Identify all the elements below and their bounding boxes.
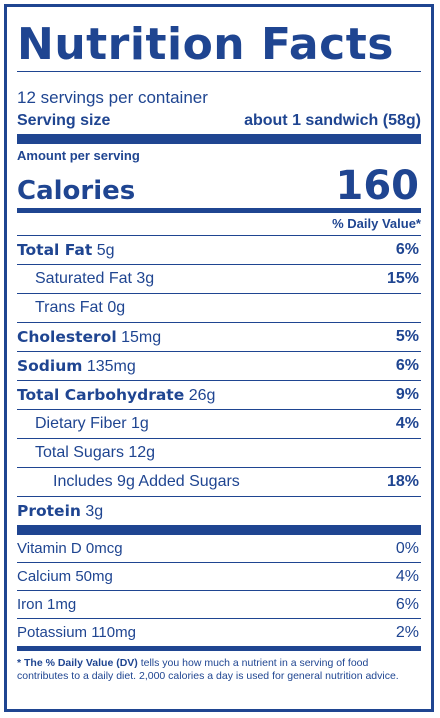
vitamin-name: Iron 1mg bbox=[17, 596, 77, 613]
nutrient-name: Total Carbohydrate bbox=[17, 385, 185, 404]
nutrient-name: Sodium bbox=[17, 356, 83, 375]
nutrient-name: Includes 9g Added Sugars bbox=[53, 473, 240, 490]
nutrient-dv: 5% bbox=[395, 328, 419, 345]
vitamin-name: Calcium 50mg bbox=[17, 568, 113, 585]
nutrient-name: Dietary Fiber 1g bbox=[35, 415, 149, 432]
nutrient-row-saturated-fat: Saturated Fat 3g 15% bbox=[17, 264, 421, 293]
servings-per-container: 12 servings per container bbox=[17, 88, 208, 107]
vitamin-dv: 2% bbox=[395, 623, 419, 641]
nutrient-dv: 18% bbox=[386, 473, 419, 490]
nutrient-dv: 6% bbox=[395, 241, 419, 258]
daily-value-header: % Daily Value* bbox=[332, 216, 421, 231]
nutrient-amount: 26g bbox=[188, 386, 216, 404]
vitamin-name: Potassium 110mg bbox=[17, 624, 136, 641]
nutrient-amount: 5g bbox=[96, 241, 115, 259]
vitamin-name: Vitamin D 0mcg bbox=[17, 540, 123, 557]
nutrient-row-total-carbohydrate: Total Carbohydrate 26g 9% bbox=[17, 380, 421, 409]
footnote: * The % Daily Value (DV) tells you how m… bbox=[17, 657, 421, 683]
vitamin-dv: 6% bbox=[395, 595, 419, 613]
nutrient-name: Total Fat bbox=[17, 240, 93, 259]
nutrient-amount: 3g bbox=[85, 502, 104, 520]
vitamin-row-calcium: Calcium 50mg 4% bbox=[17, 562, 421, 590]
divider bbox=[17, 71, 421, 72]
vitamin-dv: 4% bbox=[395, 567, 419, 585]
nutrition-facts-label: Nutrition Facts 12 servings per containe… bbox=[4, 4, 434, 712]
serving-size-value: about 1 sandwich (58g) bbox=[244, 112, 421, 129]
vitamin-row-potassium: Potassium 110mg 2% bbox=[17, 618, 421, 646]
nutrient-dv: 4% bbox=[395, 415, 419, 432]
nutrient-name: Trans Fat 0g bbox=[35, 299, 126, 316]
nutrient-row-trans-fat: Trans Fat 0g bbox=[17, 293, 421, 322]
amount-per-serving: Amount per serving bbox=[17, 148, 140, 163]
calories-row: Calories 160 bbox=[17, 164, 421, 208]
thick-divider bbox=[17, 525, 421, 535]
vitamin-row-iron: Iron 1mg 6% bbox=[17, 590, 421, 618]
nutrient-row-added-sugars: Includes 9g Added Sugars 18% bbox=[17, 467, 421, 496]
nutrient-row-protein: Protein 3g bbox=[17, 496, 421, 525]
nutrient-amount: 135mg bbox=[86, 357, 136, 375]
vitamin-row-vitamin-d: Vitamin D 0mcg 0% bbox=[17, 535, 421, 562]
footnote-lead: * The % Daily Value (DV) bbox=[17, 657, 138, 669]
nutrient-amount: 15mg bbox=[121, 328, 162, 346]
calories-value: 160 bbox=[335, 163, 420, 209]
medium-divider bbox=[17, 208, 421, 213]
nutrient-name: Cholesterol bbox=[17, 327, 117, 346]
nutrient-dv: 6% bbox=[395, 357, 419, 374]
vitamin-dv: 0% bbox=[395, 539, 419, 557]
nutrient-row-total-fat: Total Fat 5g 6% bbox=[17, 235, 421, 264]
label-title: Nutrition Facts bbox=[17, 19, 394, 70]
nutrient-row-total-sugars: Total Sugars 12g bbox=[17, 438, 421, 467]
nutrient-name: Protein bbox=[17, 501, 81, 520]
serving-size-row: Serving size about 1 sandwich (58g) bbox=[17, 108, 421, 134]
footnote-body: tells you how much a nutrient in a servi… bbox=[17, 657, 399, 682]
nutrient-name: Saturated Fat 3g bbox=[35, 270, 155, 287]
nutrient-row-cholesterol: Cholesterol 15mg 5% bbox=[17, 322, 421, 351]
calories-label: Calories bbox=[17, 176, 136, 206]
nutrient-dv: 15% bbox=[386, 270, 419, 287]
serving-size-label: Serving size bbox=[17, 112, 111, 129]
nutrient-name: Total Sugars 12g bbox=[35, 444, 156, 461]
nutrient-row-sodium: Sodium 135mg 6% bbox=[17, 351, 421, 380]
nutrient-dv: 9% bbox=[395, 386, 419, 403]
medium-divider bbox=[17, 646, 421, 651]
nutrient-row-dietary-fiber: Dietary Fiber 1g 4% bbox=[17, 409, 421, 438]
thick-divider bbox=[17, 134, 421, 144]
